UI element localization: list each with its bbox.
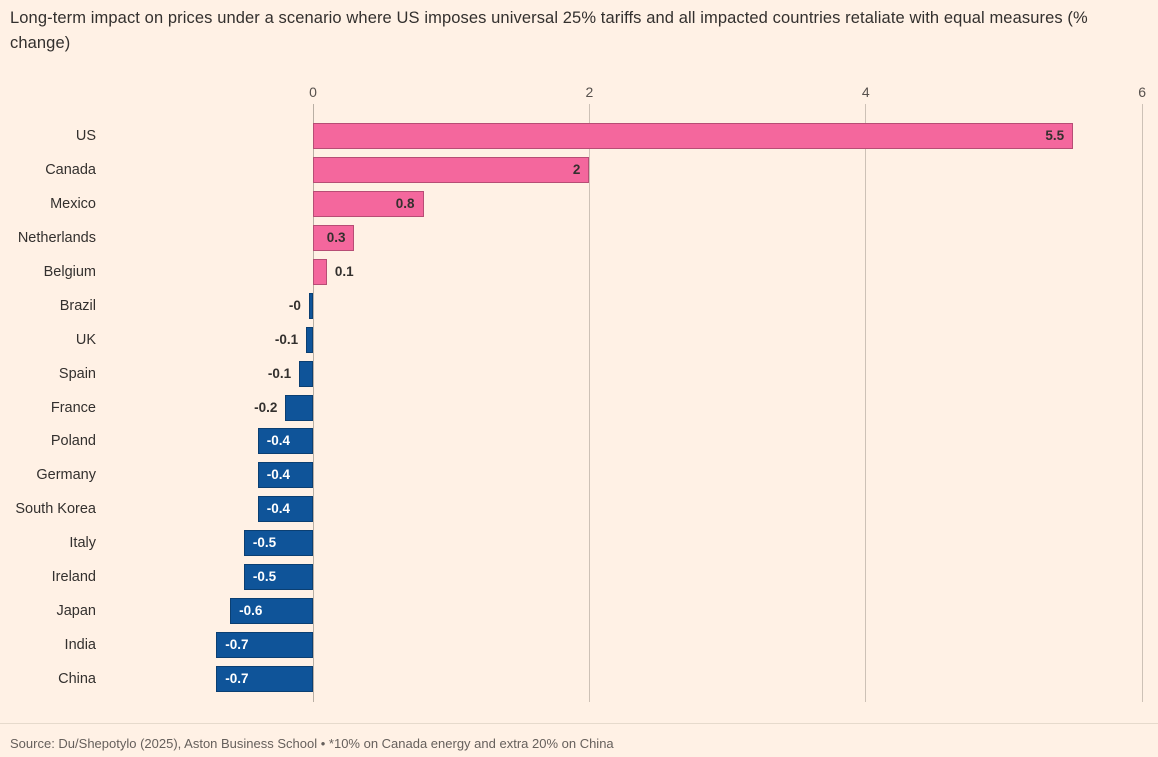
- category-label: Poland: [50, 433, 96, 450]
- category-label: Spain: [58, 365, 96, 382]
- category-label: France: [50, 399, 96, 416]
- bar-south-korea: [257, 496, 313, 523]
- value-label: 0.3: [326, 229, 346, 245]
- value-label: -0: [288, 297, 301, 313]
- value-label: -0.4: [266, 501, 290, 517]
- value-label: -0.1: [274, 331, 299, 347]
- bar-poland: [257, 428, 313, 455]
- value-label: -0.2: [254, 399, 278, 415]
- value-label: -0.5: [252, 569, 277, 585]
- bar-spain: [299, 360, 313, 387]
- category-label: US: [75, 128, 96, 144]
- value-label: -0.4: [266, 467, 290, 483]
- value-label: -0.5: [252, 535, 277, 551]
- gridline: [312, 104, 314, 702]
- bar-brazil: [308, 292, 313, 319]
- chart-title: Long-term impact on prices under a scena…: [10, 9, 1088, 52]
- category-label: Germany: [36, 467, 96, 484]
- value-label: -0.1: [267, 365, 292, 381]
- bar-japan: [230, 598, 313, 625]
- source-divider: [0, 723, 1158, 724]
- x-tick-label: 6: [1138, 84, 1147, 100]
- bar-mexico: [313, 190, 424, 217]
- x-tick-label: 2: [585, 84, 594, 100]
- category-label: Japan: [56, 603, 96, 620]
- category-label: Brazil: [59, 297, 96, 314]
- category-label: UK: [75, 331, 96, 348]
- bar-uk: [306, 326, 313, 353]
- bar-ireland: [243, 564, 313, 591]
- category-label: Canada: [45, 161, 96, 178]
- bar-canada: [313, 156, 590, 183]
- bar-france: [285, 394, 313, 421]
- category-label: China: [58, 671, 96, 688]
- value-label: 0.8: [395, 195, 415, 211]
- value-label: -0.4: [266, 433, 290, 449]
- bar-netherlands: [313, 224, 355, 251]
- category-label: India: [64, 637, 96, 654]
- source-note: Source: Du/Shepotylo (2025), Aston Busin…: [10, 736, 614, 751]
- bar-us: [313, 123, 1074, 149]
- value-label: 0.1: [334, 263, 354, 279]
- category-label: Netherlands: [17, 229, 96, 246]
- value-label: 5.5: [1045, 128, 1065, 143]
- gridline: [865, 104, 867, 702]
- category-label: Belgium: [43, 263, 96, 280]
- gridline: [1141, 104, 1143, 702]
- bar-china: [216, 666, 313, 693]
- value-label: -0.7: [225, 637, 249, 653]
- x-tick-label: 4: [861, 84, 870, 100]
- gridline: [588, 104, 590, 702]
- category-label: Mexico: [50, 195, 96, 212]
- bar-germany: [257, 462, 313, 489]
- category-label: South Korea: [15, 501, 96, 518]
- value-label: -0.6: [239, 603, 263, 619]
- x-tick-label: 0: [309, 84, 317, 100]
- bar-italy: [243, 530, 313, 557]
- category-label: Ireland: [51, 569, 96, 586]
- category-label: Italy: [69, 535, 96, 552]
- value-label: 2: [572, 161, 581, 177]
- bar-india: [216, 632, 313, 659]
- value-label: -0.7: [225, 671, 249, 687]
- bar-belgium: [313, 258, 327, 285]
